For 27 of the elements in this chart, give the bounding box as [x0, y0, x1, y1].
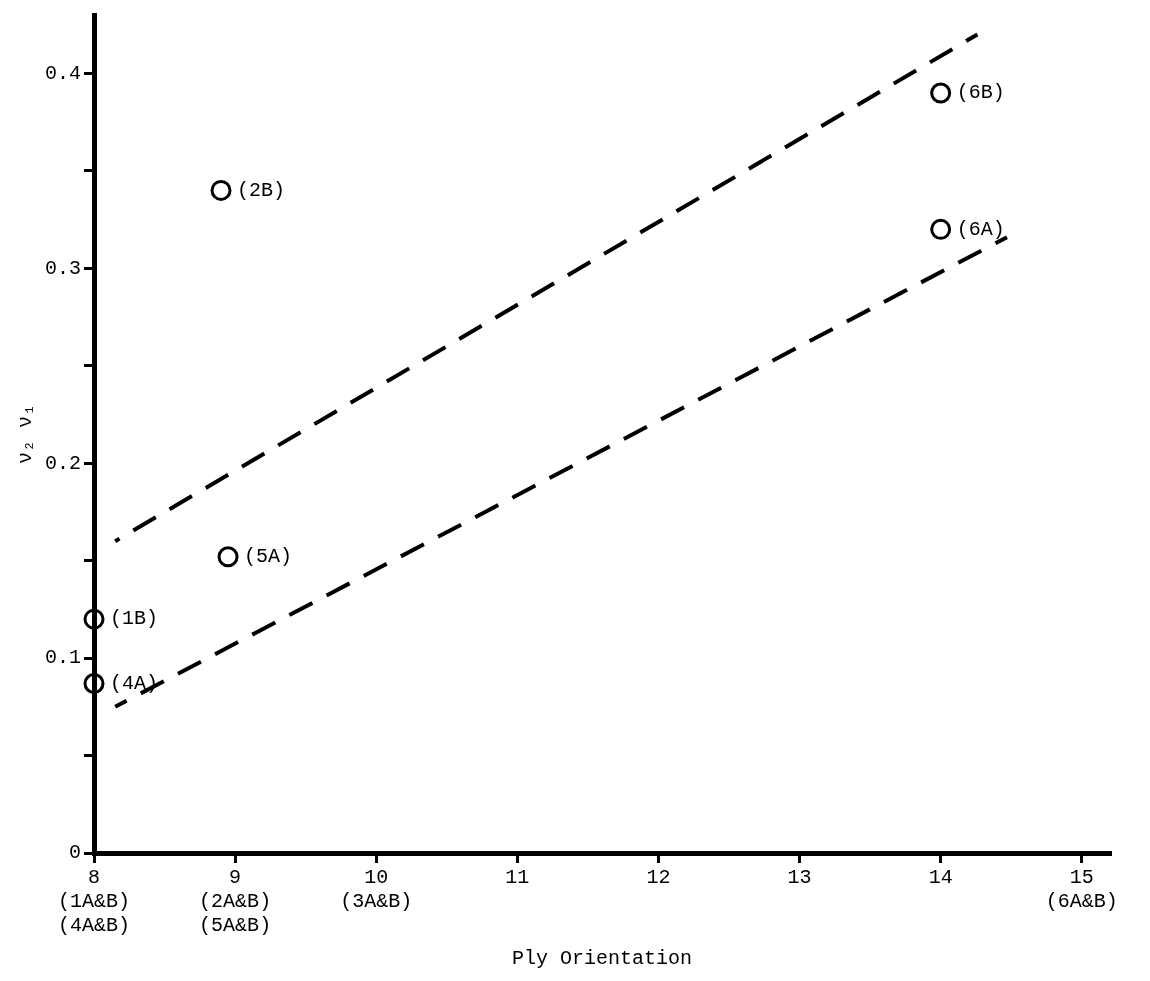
y-tick-label: 0.3 — [44, 256, 82, 280]
y-tick-label: 0.2 — [44, 451, 82, 475]
point — [930, 82, 952, 104]
y-axis-title: ν₂ ν₁ — [14, 403, 38, 465]
point — [83, 608, 105, 630]
y-tick-label: 0.1 — [44, 646, 82, 670]
x-tick-label: 14 — [928, 866, 953, 890]
annotation: (1B) — [110, 607, 159, 631]
x-tick-label: 9 (2A&B) (5A&B) — [199, 866, 272, 938]
point — [83, 672, 105, 694]
annotation: (6A) — [956, 217, 1005, 241]
y-tick-label: 0 — [68, 841, 82, 865]
y-tick-label: 0.4 — [44, 61, 82, 85]
point — [210, 179, 232, 201]
annotation: (4A) — [110, 671, 159, 695]
x-tick-label: 11 — [505, 866, 530, 890]
x-tick-label: 10 (3A&B) — [340, 866, 413, 914]
x-tick-label: 8 (1A&B) (4A&B) — [58, 866, 131, 938]
point — [930, 218, 952, 240]
annotation: (5A) — [244, 545, 293, 569]
annotation: (2B) — [237, 178, 286, 202]
x-axis-title: Ply Orientation — [511, 947, 693, 971]
x-tick-label: 12 — [646, 866, 671, 890]
point — [217, 546, 239, 568]
x-tick-label: 13 — [787, 866, 812, 890]
annotation: (6B) — [956, 81, 1005, 105]
x-tick-label: 15 (6A&B) — [1045, 866, 1118, 914]
